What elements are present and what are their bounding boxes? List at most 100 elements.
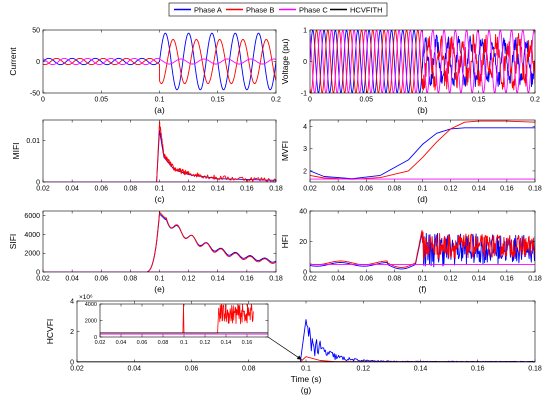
series-group	[43, 121, 276, 182]
series-group	[100, 304, 268, 335]
subplot-caption: (a)	[154, 105, 165, 115]
series-line-phase-b	[310, 30, 535, 93]
subplot-caption: (c)	[155, 194, 165, 204]
x-tick-label: 0.1	[155, 276, 165, 283]
x-tick-label: 0.06	[137, 340, 148, 346]
series-group	[310, 30, 535, 93]
legend-label-hcvfith: HCVFITH	[350, 6, 383, 15]
x-tick-label: 0.1	[301, 366, 311, 373]
series-line-phase-a	[310, 30, 535, 93]
arrow-head	[296, 355, 302, 360]
x-tick-label: 0.1	[418, 186, 428, 193]
x-tick-label: 0.02	[303, 276, 317, 283]
series-line-phase-c	[310, 30, 535, 93]
subplot-caption: (e)	[154, 284, 165, 294]
x-tick-label: 0.08	[124, 186, 138, 193]
x-tick-label: 0.02	[303, 186, 317, 193]
x-tick-label: 0.2	[271, 97, 281, 104]
y-tick-label: -1	[301, 90, 307, 97]
subplot-d: 0.02 0.04 0.06 0.08 0.1 0.12 0.14 0.16 0.18 2 3 4 MV…	[280, 119, 542, 204]
y-tick-label: 0	[36, 179, 40, 186]
x-tick-label: 0.12	[182, 276, 196, 283]
x-tick-label: 0.16	[500, 186, 514, 193]
x-axis-label: Time (s)	[291, 374, 322, 384]
series-group	[310, 120, 535, 180]
x-tick-label: 0.18	[269, 186, 283, 193]
x-tick-label: 0.18	[528, 276, 542, 283]
y-tick-label: 4000	[85, 302, 97, 308]
y-tick-label: 4	[303, 124, 307, 131]
subplot-e: 0.02 0.04 0.06 0.08 0.1 0.12 0.14 0.16 0.18 0 2000…	[8, 210, 283, 294]
series-line-phase-a	[43, 32, 276, 91]
series-line-phase-a	[310, 127, 535, 180]
x-tick-label: 0.04	[331, 186, 345, 193]
x-tick-label: 0.18	[528, 186, 542, 193]
x-tick-label: 0.08	[388, 186, 402, 193]
x-tick-label: 0.16	[240, 276, 254, 283]
y-tick-label: 0	[303, 59, 307, 66]
subplot-caption: (b)	[417, 105, 428, 115]
x-tick-label: 0.06	[185, 366, 199, 373]
x-tick-label: 0.08	[124, 276, 138, 283]
series-line-phase-b	[43, 121, 276, 182]
x-tick-label: 0.2	[530, 97, 540, 104]
x-tick-label: 0.08	[242, 366, 256, 373]
x-tick-label: 0.08	[158, 340, 169, 346]
x-tick-label: 0.05	[359, 97, 373, 104]
x-tick-label: 0.05	[94, 97, 108, 104]
y-tick-label: 2000	[24, 251, 40, 258]
x-tick-label: 0.14	[472, 186, 486, 193]
x-tick-label: 0.18	[269, 276, 283, 283]
x-tick-label: 0.12	[200, 340, 211, 346]
x-tick-label: 0	[41, 97, 45, 104]
x-tick-label: 0.06	[94, 276, 108, 283]
x-tick-label: 0.04	[127, 366, 141, 373]
x-tick-label: 0.02	[70, 366, 84, 373]
x-tick-label: 0.16	[242, 340, 253, 346]
y-axis-label: HCVFI	[45, 319, 55, 345]
x-tick-label: 0.04	[65, 276, 79, 283]
x-tick-label: 0.02	[36, 276, 50, 283]
series-line-phase-b	[43, 39, 276, 84]
x-tick-label: 0.1	[418, 97, 428, 104]
x-tick-label: 0.14	[211, 276, 225, 283]
series-line-phase-b	[100, 304, 254, 334]
y-axis-label: HFI	[280, 235, 290, 249]
x-tick-label: 0.12	[356, 366, 370, 373]
x-tick-label: 0.06	[359, 186, 373, 193]
y-tick-label: 4000	[24, 232, 40, 239]
y-axis-label: Current	[8, 47, 18, 76]
x-tick-label: 0.04	[116, 340, 127, 346]
y-tick-label: 20	[299, 239, 307, 246]
legend-box	[168, 2, 388, 17]
y-axis-label: MVFI	[280, 141, 290, 161]
series-line-phase-b	[310, 229, 535, 268]
x-tick-label: 0.16	[500, 276, 514, 283]
subplot-f: 0.02 0.04 0.06 0.08 0.1 0.12 0.14 0.16 0.18 0 20 40…	[280, 208, 542, 294]
subplot-caption: (f)	[418, 284, 426, 294]
y-tick-label: 2	[70, 329, 74, 336]
y-axis-label: SIFI	[8, 234, 18, 250]
x-tick-label: 0.08	[388, 276, 402, 283]
series-group	[43, 32, 276, 91]
x-tick-label: 0.14	[221, 340, 232, 346]
legend-label-phase-b: Phase B	[246, 6, 274, 15]
y-axis-label: MIFI	[11, 143, 21, 160]
x-tick-label: 0.12	[444, 276, 458, 283]
y-exponent-label: ×10⁶	[79, 294, 93, 301]
legend: Phase A Phase B Phase C HCVFITH	[168, 2, 388, 17]
y-tick-label: 0.01	[26, 138, 40, 145]
x-tick-label: 0.1	[155, 186, 165, 193]
series-group	[310, 229, 535, 270]
y-tick-label: 50	[32, 27, 40, 34]
x-tick-label: 0.06	[359, 276, 373, 283]
legend-label-phase-a: Phase A	[194, 6, 222, 15]
legend-label-phase-c: Phase C	[299, 6, 328, 15]
x-tick-label: 0.12	[444, 186, 458, 193]
y-tick-label: 1	[303, 27, 307, 34]
y-tick-label: 0	[36, 59, 40, 66]
x-tick-label: 0.18	[528, 366, 542, 373]
